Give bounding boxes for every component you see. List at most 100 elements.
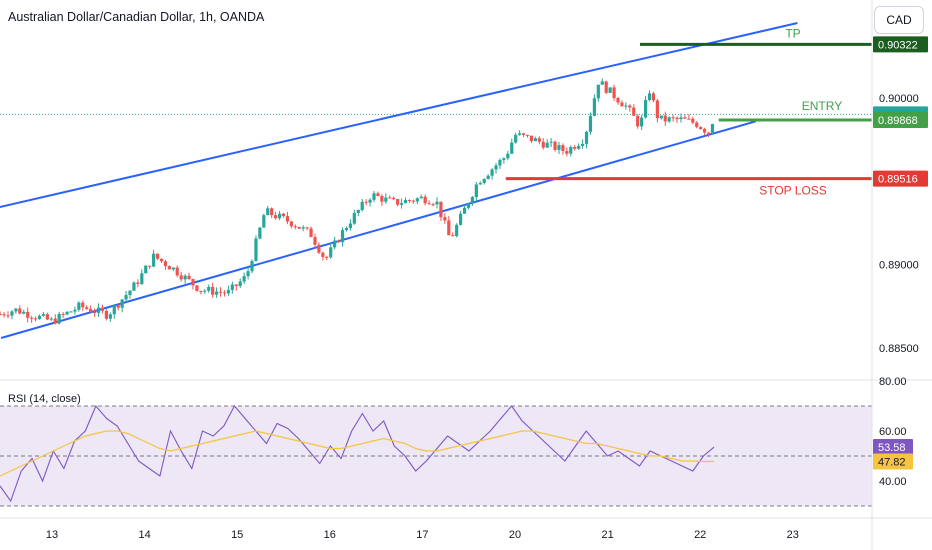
candle [368,199,372,203]
candle [691,118,695,123]
candle [195,285,199,291]
candle [427,203,431,205]
candle [321,252,325,257]
candle [455,224,459,237]
candle [277,213,282,219]
candle [506,153,510,159]
candle [584,131,589,144]
candle [624,105,628,107]
entry-price-tag-bg [873,112,928,128]
candle [458,213,463,225]
time-tick-label: 14 [138,529,150,541]
time-tick-label: 15 [231,529,243,541]
price-pane[interactable]: TP ENTRY STOP LOSS [0,22,872,339]
candle [222,292,227,294]
candle [533,138,537,142]
candle [317,244,321,253]
entry-price-tag-text: 0.89868 [878,115,918,127]
candle [683,117,687,119]
candle [120,299,124,308]
candle [348,223,353,228]
candle [403,199,408,204]
candle [482,178,486,184]
rsi-title: RSI (14, close) [8,393,81,405]
candle [89,308,93,313]
time-tick-label: 21 [601,529,613,541]
candle [81,302,85,308]
candle [407,199,412,201]
candle [545,142,549,148]
candle [364,201,368,203]
price-tick-label: 0.90000 [879,93,919,105]
candle [6,315,10,317]
candle [187,275,191,280]
candle [340,230,345,243]
candle [380,195,384,202]
candle [577,145,581,149]
candle [569,147,573,154]
candle [435,201,439,205]
rsi-tick-label: 80.00 [879,376,907,388]
candle [246,271,250,277]
candle [537,138,541,142]
candle [214,291,219,295]
candle [325,256,329,258]
rsi-value-tag-text: 53.58 [878,442,906,454]
candle [659,115,663,119]
candle [643,100,648,118]
currency-button[interactable]: CAD [874,6,924,34]
candle [104,310,109,319]
candle [392,197,396,200]
channel-upper-line[interactable] [0,22,798,216]
candle [699,127,703,130]
candle [675,117,679,120]
candle [494,165,498,170]
candle [179,275,183,280]
rsi-pane[interactable] [0,404,872,507]
candle [360,201,364,211]
candle [647,93,652,101]
candle [423,196,427,204]
candle [14,308,18,312]
candle [502,158,506,160]
candle [415,198,419,202]
candle [651,93,656,101]
rsi-tick-label: 40.00 [879,476,907,488]
stop-loss-price-tag-text: 0.89516 [878,174,918,186]
candle [69,311,73,313]
stop-loss-price-tag-bg [873,170,928,187]
candle [388,197,392,199]
candle [92,312,97,314]
candle [443,217,447,221]
candle [0,314,2,316]
time-tick-label: 17 [416,529,428,541]
candle [518,133,522,135]
candle [431,204,435,206]
rsi-ma-value-tag: 47.82 [873,453,913,470]
candle [592,98,597,116]
candle [687,118,691,120]
candle [26,311,30,318]
candle [238,281,242,287]
channel-lower-line[interactable] [0,120,757,339]
candle [203,290,207,292]
candle [33,318,38,320]
candle [281,213,286,217]
candle [557,145,561,150]
candle [474,184,478,198]
candle [313,237,317,245]
rsi-line [0,404,715,503]
candle [207,286,211,291]
candle [305,227,309,229]
candle [171,267,175,270]
candle [596,84,600,99]
candle [285,216,290,222]
candle [344,227,349,231]
candle [525,134,530,136]
candle [234,284,238,287]
candle [230,284,234,290]
candle [710,124,715,134]
candle [175,267,179,276]
tp-label: TP [785,26,800,40]
